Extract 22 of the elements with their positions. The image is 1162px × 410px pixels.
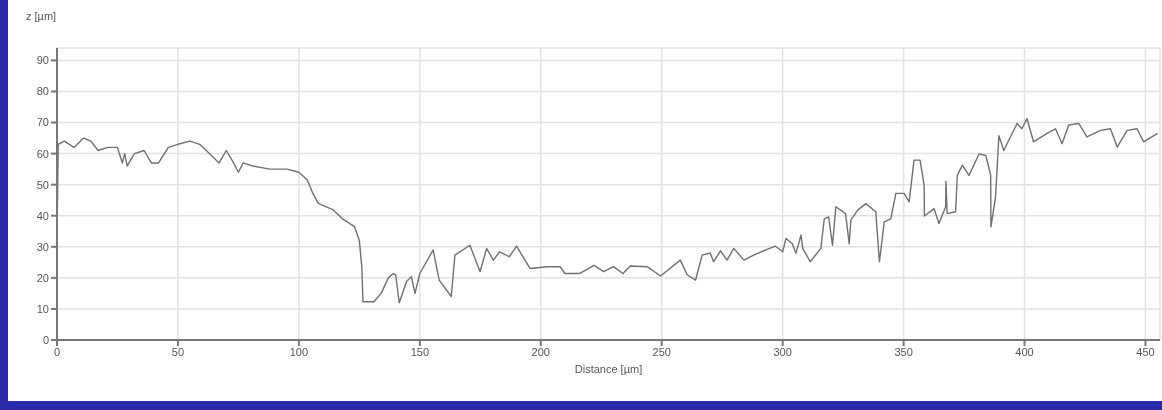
x-tick-label: 400	[1015, 345, 1034, 358]
x-tick-label: 150	[410, 345, 430, 358]
y-tick-label: 40	[36, 209, 49, 222]
x-axis-title: Distance [µm]	[574, 363, 643, 375]
y-tick-label: 0	[42, 333, 49, 346]
x-tick-label: 0	[53, 345, 61, 358]
y-tick-label: 30	[36, 240, 49, 253]
y-tick-label: 50	[36, 178, 49, 191]
y-tick-label: 80	[36, 85, 49, 98]
y-tick-label: 70	[36, 116, 49, 129]
y-tick-label: 90	[36, 54, 49, 67]
x-tick-label: 300	[773, 345, 792, 358]
y-tick-label: 20	[36, 271, 49, 284]
x-tick-label: 100	[289, 345, 309, 358]
x-tick-label: 450	[1136, 345, 1155, 358]
x-tick-label: 350	[894, 345, 913, 358]
x-tick-label: 50	[171, 345, 185, 358]
y-axis-title: z [µm]	[26, 10, 57, 22]
x-tick-label: 250	[652, 345, 671, 358]
y-tick-label: 10	[36, 302, 49, 315]
x-tick-label: 200	[531, 345, 550, 358]
y-tick-label: 60	[36, 147, 49, 160]
